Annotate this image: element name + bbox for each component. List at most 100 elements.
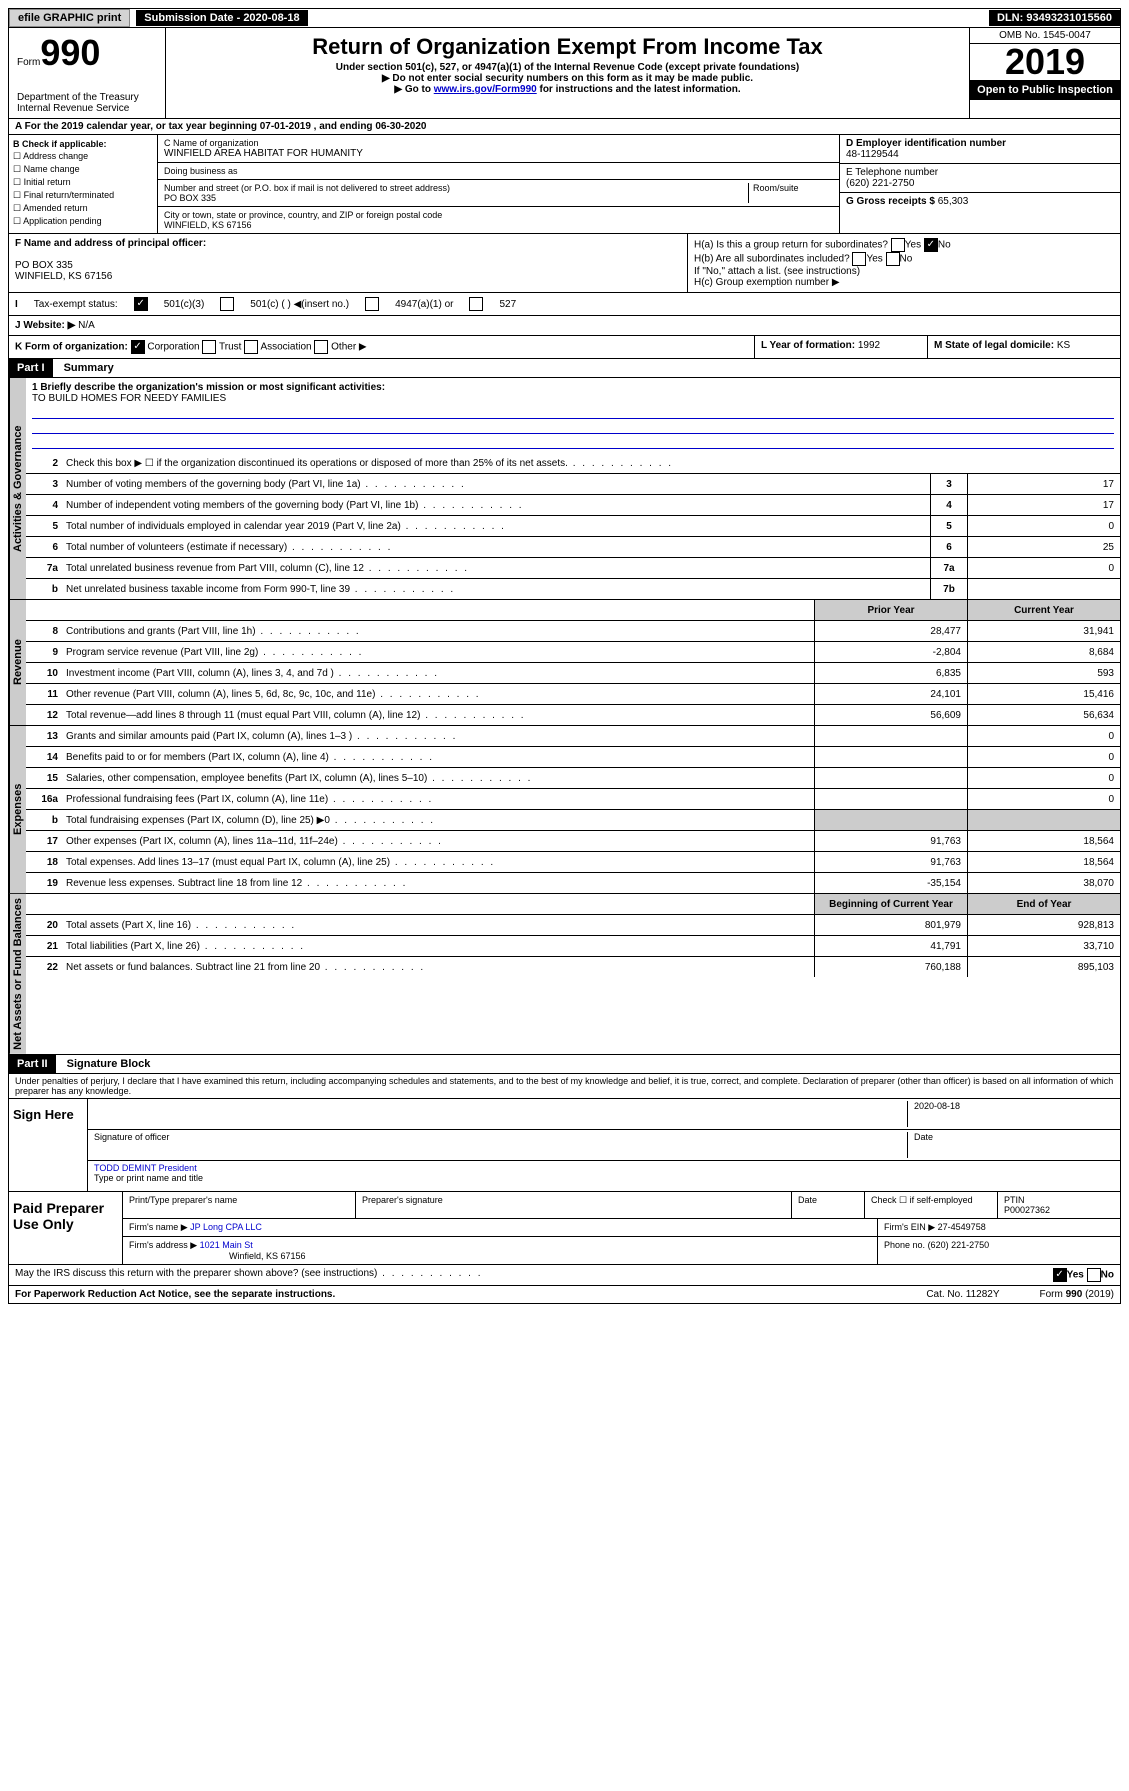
e-label: E Telephone number	[846, 167, 938, 178]
sign-date: 2020-08-18	[914, 1101, 960, 1111]
i-501c3[interactable]: ✓	[134, 297, 148, 311]
gov-line: 4Number of independent voting members of…	[26, 495, 1120, 516]
firm-addr2: Winfield, KS 67156	[229, 1251, 306, 1261]
discuss-text: May the IRS discuss this return with the…	[15, 1268, 483, 1282]
firm-addr: 1021 Main St	[200, 1240, 253, 1250]
data-line: 17Other expenses (Part IX, column (A), l…	[26, 831, 1120, 852]
section-expenses: Expenses 13Grants and similar amounts pa…	[8, 726, 1121, 894]
part1-header: Part I Summary	[8, 359, 1121, 378]
discuss-row: May the IRS discuss this return with the…	[8, 1265, 1121, 1286]
self-emp-hdr: Check ☐ if self-employed	[865, 1192, 998, 1218]
firm-ein-label: Firm's EIN ▶	[884, 1222, 935, 1232]
efile-button[interactable]: efile GRAPHIC print	[9, 9, 130, 27]
side-expenses: Expenses	[9, 726, 26, 893]
city-label: City or town, state or province, country…	[164, 210, 833, 220]
k-other[interactable]	[314, 340, 328, 354]
subtitle-2: ▶ Do not enter social security numbers o…	[170, 73, 965, 84]
address: PO BOX 335	[164, 193, 748, 203]
k-label: K Form of organization:	[15, 342, 128, 353]
chk-amended[interactable]: ☐ Amended return	[13, 203, 153, 214]
mission-block: 1 Briefly describe the organization's mi…	[26, 378, 1120, 453]
l-label: L Year of formation:	[761, 340, 855, 351]
org-name: WINFIELD AREA HABITAT FOR HUMANITY	[164, 148, 833, 159]
name-title-label: Type or print name and title	[94, 1173, 203, 1183]
k-corp[interactable]: ✓	[131, 340, 145, 354]
data-line: 13Grants and similar amounts paid (Part …	[26, 726, 1120, 747]
form-title: Return of Organization Exempt From Incom…	[170, 34, 965, 60]
col-b-checkboxes: B Check if applicable: ☐ Address change …	[9, 135, 158, 233]
footer-right: Form 990 (2019)	[1040, 1289, 1114, 1300]
firm-phone-label: Phone no.	[884, 1240, 925, 1250]
row-k: K Form of organization: ✓ Corporation Tr…	[8, 336, 1121, 359]
k-assoc[interactable]	[244, 340, 258, 354]
form-word: Form	[17, 57, 40, 68]
open-inspection: Open to Public Inspection	[970, 80, 1120, 100]
data-line: 15Salaries, other compensation, employee…	[26, 768, 1120, 789]
officer-addr1: PO BOX 335	[15, 260, 73, 271]
chk-final[interactable]: ☐ Final return/terminated	[13, 190, 153, 201]
discuss-yes[interactable]: ✓	[1053, 1268, 1067, 1282]
hb-no[interactable]	[886, 252, 900, 266]
gov-line: 6Total number of volunteers (estimate if…	[26, 537, 1120, 558]
discuss-no[interactable]	[1087, 1268, 1101, 1282]
phone: (620) 221-2750	[846, 178, 914, 189]
hb-yes[interactable]	[852, 252, 866, 266]
firm-phone: (620) 221-2750	[928, 1240, 990, 1250]
data-line: 16aProfessional fundraising fees (Part I…	[26, 789, 1120, 810]
end-year-hdr: End of Year	[967, 894, 1120, 914]
chk-pending[interactable]: ☐ Application pending	[13, 216, 153, 227]
section-netassets: Net Assets or Fund Balances Beginning of…	[8, 894, 1121, 1055]
data-line: 22Net assets or fund balances. Subtract …	[26, 957, 1120, 977]
g-label: G Gross receipts $	[846, 196, 935, 207]
info-grid: B Check if applicable: ☐ Address change …	[8, 135, 1121, 234]
chk-name[interactable]: ☐ Name change	[13, 164, 153, 175]
i-527[interactable]	[469, 297, 483, 311]
c-label: C Name of organization	[164, 138, 833, 148]
instructions-link[interactable]: www.irs.gov/Form990	[434, 84, 537, 95]
officer-name: TODD DEMINT President	[94, 1163, 197, 1173]
side-netassets: Net Assets or Fund Balances	[9, 894, 26, 1054]
addr-label: Number and street (or P.O. box if mail i…	[164, 183, 748, 193]
side-revenue: Revenue	[9, 600, 26, 725]
chk-initial[interactable]: ☐ Initial return	[13, 177, 153, 188]
rev-header-row: Prior Year Current Year	[26, 600, 1120, 621]
cat-no: Cat. No. 11282Y	[926, 1289, 999, 1300]
sig-officer-label: Signature of officer	[94, 1132, 907, 1158]
b-label: B Check if applicable:	[13, 139, 107, 149]
row-j: J Website: ▶ N/A	[8, 316, 1121, 336]
form-header: Form990 Department of the Treasury Inter…	[8, 28, 1121, 119]
hb-note: If "No," attach a list. (see instruction…	[694, 266, 1114, 277]
col-h: H(a) Is this a group return for subordin…	[688, 234, 1120, 292]
top-bar: efile GRAPHIC print Submission Date - 20…	[8, 8, 1121, 28]
ha-yes[interactable]	[891, 238, 905, 252]
data-line: 9Program service revenue (Part VIII, lin…	[26, 642, 1120, 663]
department: Department of the Treasury Internal Reve…	[17, 92, 157, 114]
prior-year-hdr: Prior Year	[814, 600, 967, 620]
hc-label: H(c) Group exemption number ▶	[694, 277, 1114, 288]
current-year-hdr: Current Year	[967, 600, 1120, 620]
i-501c[interactable]	[220, 297, 234, 311]
prep-name-hdr: Print/Type preparer's name	[123, 1192, 356, 1218]
website: N/A	[78, 320, 95, 331]
data-line: 19Revenue less expenses. Subtract line 1…	[26, 873, 1120, 893]
data-line: 10Investment income (Part VIII, column (…	[26, 663, 1120, 684]
data-line: 20Total assets (Part X, line 16)801,9799…	[26, 915, 1120, 936]
header-title-area: Return of Organization Exempt From Incom…	[166, 28, 969, 118]
mission-q: 1 Briefly describe the organization's mi…	[32, 382, 385, 393]
i-4947[interactable]	[365, 297, 379, 311]
ha-label: H(a) Is this a group return for subordin…	[694, 240, 888, 251]
hb-label: H(b) Are all subordinates included?	[694, 254, 850, 265]
subtitle-3: ▶ Go to www.irs.gov/Form990 for instruct…	[170, 84, 965, 95]
chk-address[interactable]: ☐ Address change	[13, 151, 153, 162]
tax-year: 2019	[970, 44, 1120, 80]
dba-label: Doing business as	[158, 163, 839, 180]
d-label: D Employer identification number	[846, 138, 1006, 149]
data-line: 14Benefits paid to or for members (Part …	[26, 747, 1120, 768]
ptin-val: P00027362	[1004, 1205, 1050, 1215]
ha-no[interactable]: ✓	[924, 238, 938, 252]
gov-line: 5Total number of individuals employed in…	[26, 516, 1120, 537]
k-trust[interactable]	[202, 340, 216, 354]
dln: DLN: 93493231015560	[989, 10, 1120, 26]
col-f: F Name and address of principal officer:…	[9, 234, 688, 292]
perjury-text: Under penalties of perjury, I declare th…	[8, 1074, 1121, 1099]
